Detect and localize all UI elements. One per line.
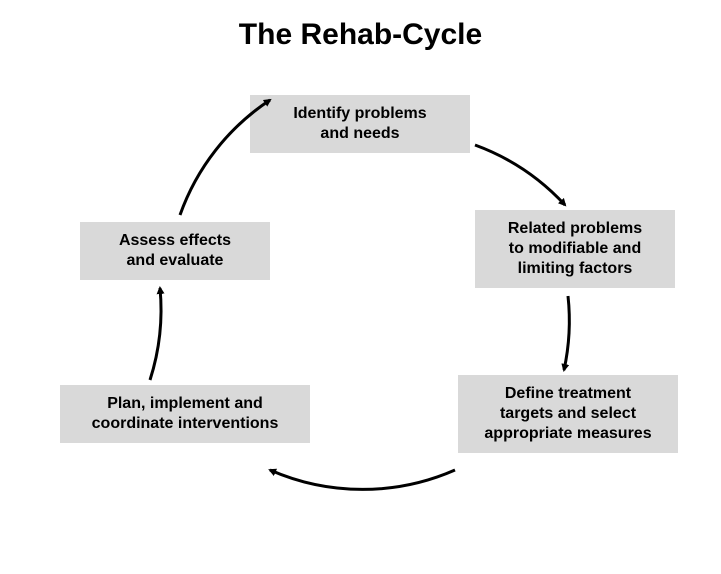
arrow-related-to-define [564,296,569,370]
arrow-plan-to-assess [150,288,161,380]
arrows-layer [0,0,721,574]
arrow-assess-to-identify [180,100,270,215]
arrow-define-to-plan [270,470,455,489]
arrow-identify-to-related [475,145,565,205]
